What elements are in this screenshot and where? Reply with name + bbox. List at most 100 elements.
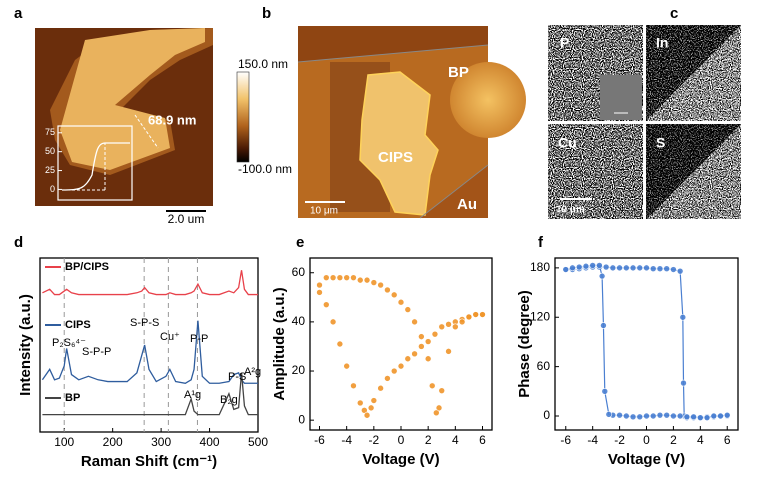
data-point: [329, 274, 337, 281]
data-point: [377, 384, 384, 392]
x-tick-label: 500: [248, 435, 268, 449]
inset-tick-label: 0: [50, 184, 55, 194]
region-label: Au: [457, 196, 477, 213]
spectrum: [41, 320, 258, 384]
inset-tick-label: 75: [45, 127, 55, 137]
data-point: [697, 414, 704, 421]
x-tick-label: -4: [587, 433, 598, 447]
data-point: [589, 262, 596, 269]
data-point: [377, 281, 384, 289]
data-point: [384, 375, 391, 382]
data-point: [438, 323, 446, 331]
data-point: [636, 264, 644, 272]
data-point: [629, 413, 637, 421]
data-point: [676, 412, 684, 420]
data-point: [616, 411, 623, 419]
data-point: [663, 411, 670, 419]
data-point: [663, 265, 670, 272]
panel-label: a: [14, 5, 23, 22]
data-point: [336, 274, 344, 281]
element-label: S: [656, 135, 665, 151]
x-axis-label: Raman Shift (cm⁻¹): [81, 453, 217, 470]
plot-frame: [39, 257, 259, 433]
data-point: [356, 276, 364, 284]
y-tick-label: 0: [543, 408, 550, 422]
edge: [297, 44, 489, 63]
map-cu: [548, 124, 643, 219]
data-point: [670, 266, 677, 273]
data-point: [424, 338, 432, 345]
data-point: [356, 399, 364, 407]
panel-label: f: [538, 234, 544, 251]
data-point: [649, 265, 657, 272]
element-label: In: [656, 35, 668, 51]
element-label: P: [560, 35, 569, 51]
profile-line: [134, 114, 159, 149]
flake: [60, 28, 205, 170]
data-point: [370, 397, 378, 404]
loop-line: [565, 266, 728, 419]
data-point: [609, 264, 617, 272]
data-point: [680, 379, 687, 387]
data-point: [690, 413, 697, 421]
data-point: [322, 301, 330, 308]
peak-label: B₂g: [220, 394, 238, 406]
data-point: [479, 311, 486, 318]
data-point: [411, 318, 418, 326]
data-point: [649, 412, 657, 420]
element-label: Cu: [558, 135, 577, 151]
data-point: [710, 412, 718, 420]
x-tick-label: 4: [452, 433, 459, 447]
data-point: [445, 348, 452, 355]
data-point: [582, 262, 590, 270]
data-point: [717, 412, 724, 420]
data-point: [411, 350, 418, 358]
plot-frame: [554, 257, 739, 431]
data-point: [329, 318, 337, 326]
inset-box: [57, 125, 133, 201]
data-point: [343, 362, 350, 370]
data-point: [336, 340, 344, 348]
bp-region: [450, 62, 526, 138]
x-tick-label: -6: [314, 433, 325, 447]
inset-tick-label: 50: [45, 146, 55, 156]
peak-label: P₂S₆⁴⁻: [52, 337, 86, 349]
data-point: [428, 382, 436, 390]
data-point: [397, 298, 405, 306]
inset-profile: [61, 142, 130, 191]
x-axis-label: Voltage (V): [608, 451, 685, 468]
panel-a: a 68.9 nm Height (mV) 150.0 nm -100.0 nm…: [14, 5, 292, 226]
x-tick-label: 0: [398, 433, 405, 447]
peak-label: P-S: [228, 371, 246, 383]
region-label: CIPS: [378, 149, 413, 166]
data-point: [598, 272, 606, 280]
panel-label: c: [670, 5, 678, 22]
data-point: [723, 411, 731, 419]
data-point: [703, 414, 711, 421]
y-axis-label: Intensity (a.u.): [17, 294, 34, 396]
data-point: [602, 263, 610, 271]
data-point: [438, 387, 446, 394]
x-tick-label: -2: [614, 433, 625, 447]
data-point: [404, 355, 412, 363]
legend-label: CIPS: [65, 319, 91, 331]
x-tick-label: 300: [151, 435, 171, 449]
data-point: [363, 276, 371, 284]
data-point: [656, 411, 664, 419]
legend-label: BP/CIPS: [65, 261, 109, 273]
x-tick-label: -4: [341, 433, 352, 447]
data-point: [433, 409, 440, 417]
data-point: [350, 274, 357, 281]
loop-line: [565, 264, 728, 419]
map-in: [646, 25, 741, 121]
top-region: [298, 26, 488, 62]
panel-label: e: [296, 234, 304, 251]
data-point: [676, 267, 684, 275]
data-point: [643, 264, 650, 272]
data-point: [623, 264, 630, 272]
peak-label: Cu⁺: [160, 331, 180, 343]
x-tick-label: 2: [425, 433, 432, 447]
scale-bar-label: 10 μm: [556, 205, 585, 216]
peak-label: A¹g: [184, 389, 201, 401]
